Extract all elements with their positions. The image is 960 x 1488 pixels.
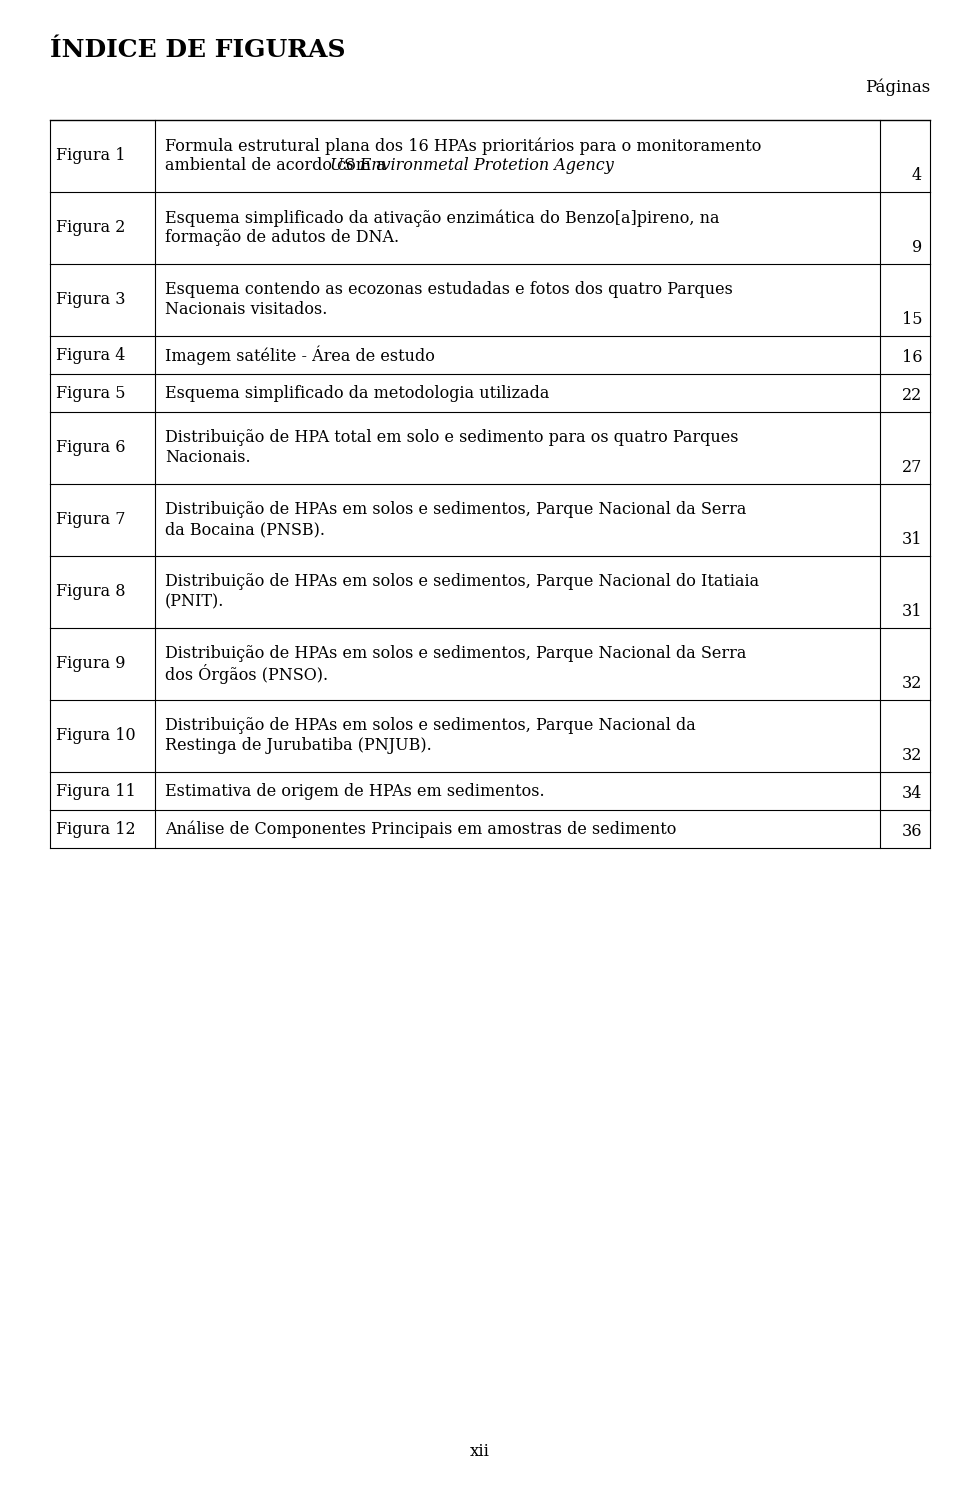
Text: Nacionais visitados.: Nacionais visitados. [165,302,327,318]
Text: Figura 6: Figura 6 [56,439,126,457]
Text: ambiental de acordo com a: ambiental de acordo com a [165,158,391,174]
Text: Figura 2: Figura 2 [56,220,126,237]
Text: Restinga de Jurubatiba (PNJUB).: Restinga de Jurubatiba (PNJUB). [165,738,432,754]
Text: 22: 22 [901,387,922,405]
Text: (PNIT).: (PNIT). [165,594,225,610]
Text: 27: 27 [901,458,922,476]
Text: da Bocaina (PNSB).: da Bocaina (PNSB). [165,521,325,539]
Text: Figura 5: Figura 5 [56,384,126,402]
Text: 32: 32 [901,676,922,692]
Text: Figura 12: Figura 12 [56,820,135,838]
Text: Distribuição de HPAs em solos e sedimentos, Parque Nacional da Serra: Distribuição de HPAs em solos e sediment… [165,646,746,662]
Text: 32: 32 [901,747,922,763]
Text: dos Órgãos (PNSO).: dos Órgãos (PNSO). [165,664,328,684]
Text: Imagem satélite - Área de estudo: Imagem satélite - Área de estudo [165,345,435,365]
Text: Figura 1: Figura 1 [56,147,126,165]
Text: Distribuição de HPAs em solos e sedimentos, Parque Nacional do Itatiaia: Distribuição de HPAs em solos e sediment… [165,573,759,591]
Text: Distribuição de HPAs em solos e sedimentos, Parque Nacional da: Distribuição de HPAs em solos e sediment… [165,717,696,735]
Text: 31: 31 [901,531,922,548]
Text: Páginas: Páginas [865,77,930,95]
Text: 15: 15 [901,311,922,327]
Text: US Environmetal Protetion Agency: US Environmetal Protetion Agency [330,158,613,174]
Text: ambiental de acordo com a: ambiental de acordo com a [165,158,391,174]
Text: Figura 8: Figura 8 [56,583,126,601]
Text: Esquema simplificado da metodologia utilizada: Esquema simplificado da metodologia util… [165,384,549,402]
Text: 34: 34 [901,786,922,802]
Text: 9: 9 [912,240,922,256]
Text: Esquema simplificado da ativação enzimática do Benzo[a]pireno, na: Esquema simplificado da ativação enzimát… [165,210,719,226]
Text: Figura 4: Figura 4 [56,347,126,363]
Text: Estimativa de origem de HPAs em sedimentos.: Estimativa de origem de HPAs em sediment… [165,783,544,799]
Text: ÍNDICE DE FIGURAS: ÍNDICE DE FIGURAS [50,39,346,62]
Text: Esquema contendo as ecozonas estudadas e fotos dos quatro Parques: Esquema contendo as ecozonas estudadas e… [165,281,732,299]
Text: 16: 16 [901,350,922,366]
Text: Figura 3: Figura 3 [56,292,126,308]
Text: Figura 10: Figura 10 [56,728,135,744]
Text: Figura 11: Figura 11 [56,783,135,799]
Text: 31: 31 [901,603,922,620]
Text: Nacionais.: Nacionais. [165,449,251,467]
Text: Figura 9: Figura 9 [56,656,126,673]
Text: xii: xii [470,1443,490,1460]
Text: Análise de Componentes Principais em amostras de sedimento: Análise de Componentes Principais em amo… [165,820,677,838]
Text: Distribuição de HPA total em solo e sedimento para os quatro Parques: Distribuição de HPA total em solo e sedi… [165,430,738,446]
Text: 36: 36 [901,823,922,841]
Text: 4: 4 [912,167,922,185]
Text: Distribuição de HPAs em solos e sedimentos, Parque Nacional da Serra: Distribuição de HPAs em solos e sediment… [165,501,746,518]
Text: Formula estrutural plana dos 16 HPAs prioritários para o monitoramento: Formula estrutural plana dos 16 HPAs pri… [165,137,761,155]
Text: formação de adutos de DNA.: formação de adutos de DNA. [165,229,399,247]
Text: Figura 7: Figura 7 [56,512,126,528]
